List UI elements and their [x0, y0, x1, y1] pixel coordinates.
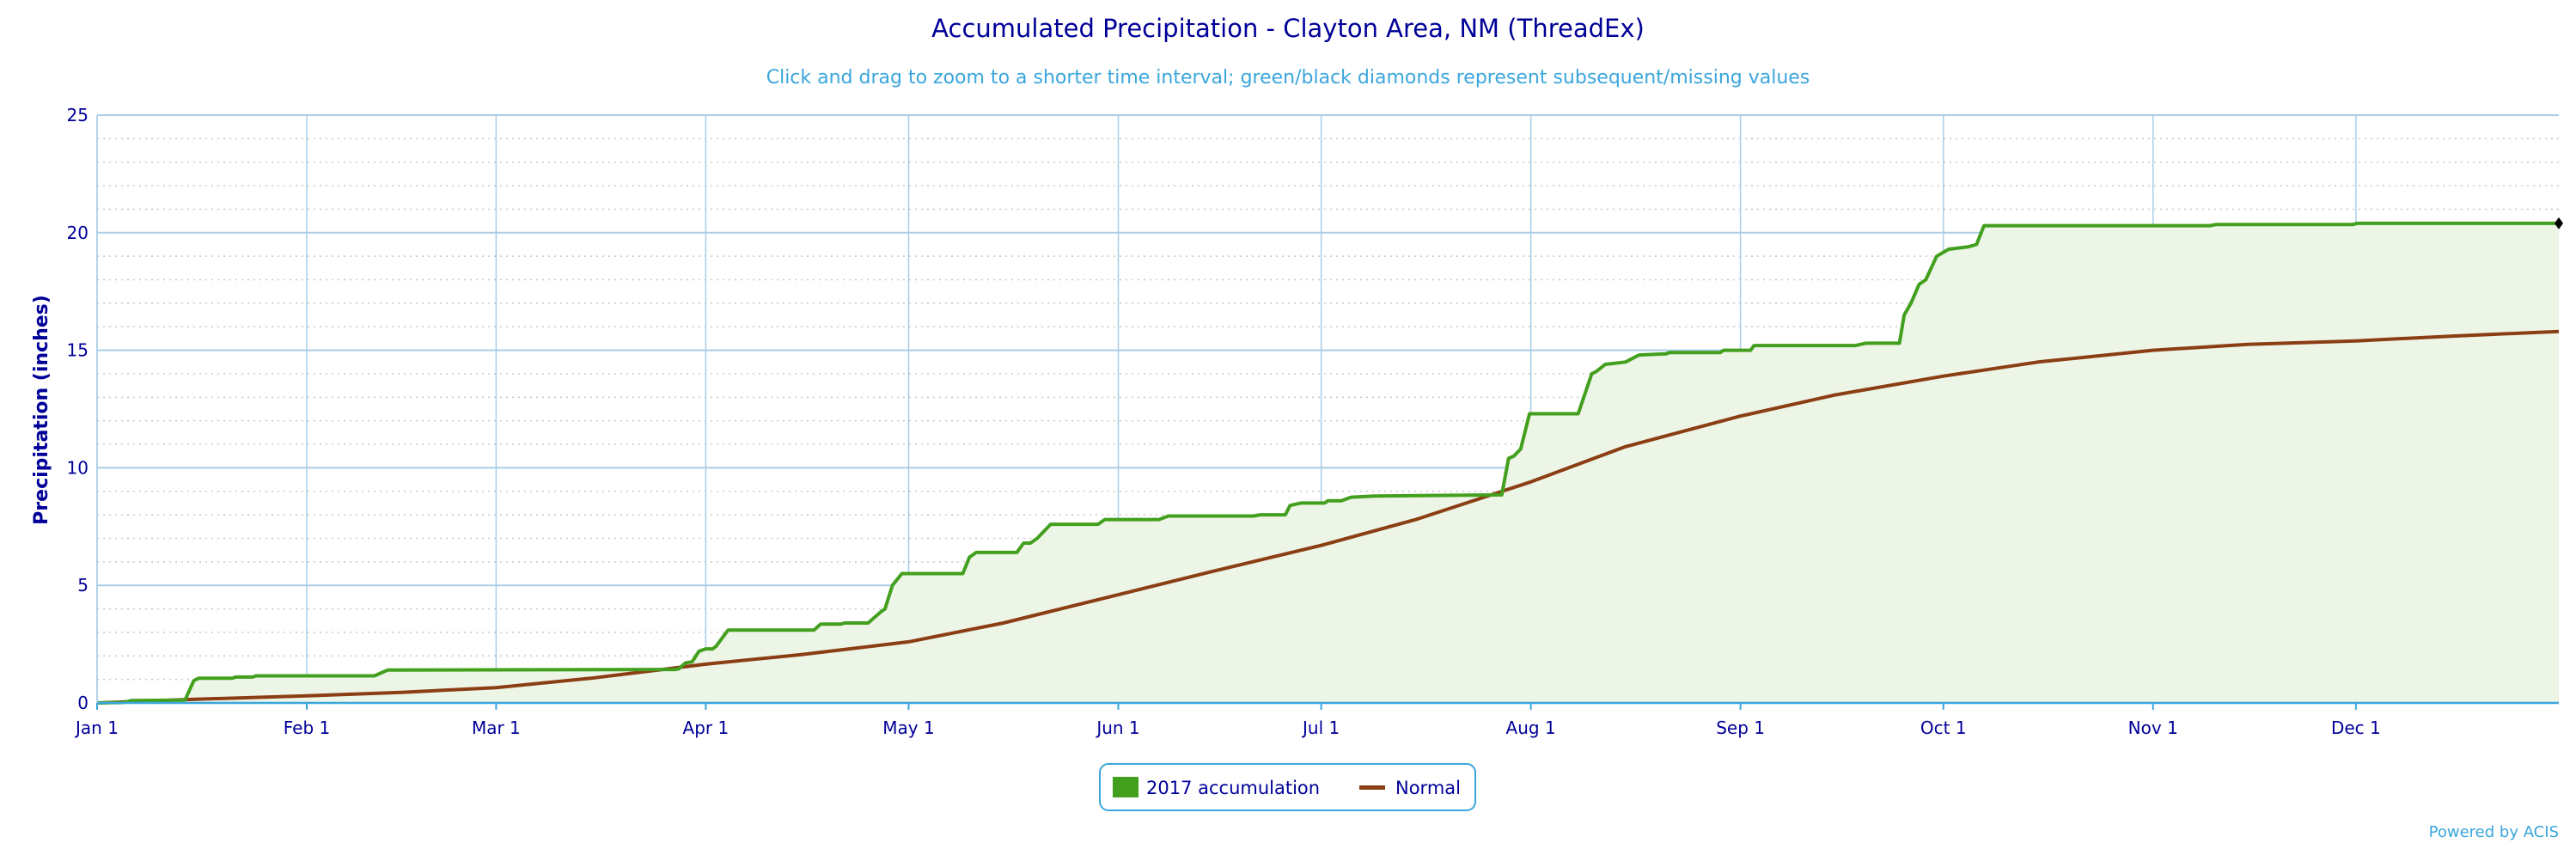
x-tick-label: Sep 1 — [1716, 718, 1765, 738]
legend[interactable]: 2017 accumulation Normal — [1099, 763, 1476, 811]
axes: 0 5 10 15 20 25 Jan 1 Feb 1 Mar 1 Apr 1 May 1 Jun 1… — [67, 105, 2559, 738]
chart-subtitle: Click and drag to zoom to a shorter time… — [766, 67, 1810, 89]
normal-line — [96, 329, 2560, 705]
x-tick-label: Dec 1 — [2331, 718, 2381, 738]
accumulation-area-fill — [97, 223, 2559, 703]
x-tick-label: Jul 1 — [1301, 718, 1340, 738]
x-tick-label: Feb 1 — [284, 718, 331, 738]
legend-swatch-normal — [1359, 785, 1385, 790]
y-tick-label: 15 — [67, 340, 89, 361]
y-tick-label: 10 — [67, 457, 89, 478]
x-tick-label: Oct 1 — [1920, 718, 1967, 738]
legend-item-normal[interactable]: Normal — [1359, 778, 1461, 798]
y-tick-label: 5 — [77, 575, 89, 596]
y-tick-label: 0 — [77, 693, 89, 713]
x-tick-label: Nov 1 — [2128, 718, 2178, 738]
powered-by-acis-link[interactable]: Powered by ACIS — [2429, 823, 2559, 841]
legend-label-2017: 2017 accumulation — [1146, 778, 1320, 798]
x-tick-label: Jan 1 — [74, 718, 119, 738]
legend-item-2017-accumulation[interactable]: 2017 accumulation — [1113, 777, 1320, 798]
accumulation-2017-line — [96, 221, 2559, 705]
y-axis-label: Precipitation (inches) — [31, 295, 52, 525]
legend-swatch-2017 — [1113, 777, 1138, 797]
legend-label-normal: Normal — [1395, 778, 1461, 798]
x-tick-label: Aug 1 — [1506, 718, 1556, 738]
series-layer — [96, 217, 2563, 705]
x-tick-label: Apr 1 — [683, 718, 729, 738]
x-tick-label: Jun 1 — [1095, 718, 1139, 738]
legend-box — [1099, 763, 1476, 811]
x-tick-label: Mar 1 — [472, 718, 521, 738]
chart-title: Accumulated Precipitation - Clayton Area… — [931, 14, 1645, 43]
y-tick-label: 25 — [67, 105, 89, 125]
x-tick-label: May 1 — [882, 718, 934, 738]
y-tick-label: 20 — [67, 223, 89, 243]
end-diamond-marker — [2555, 217, 2563, 229]
